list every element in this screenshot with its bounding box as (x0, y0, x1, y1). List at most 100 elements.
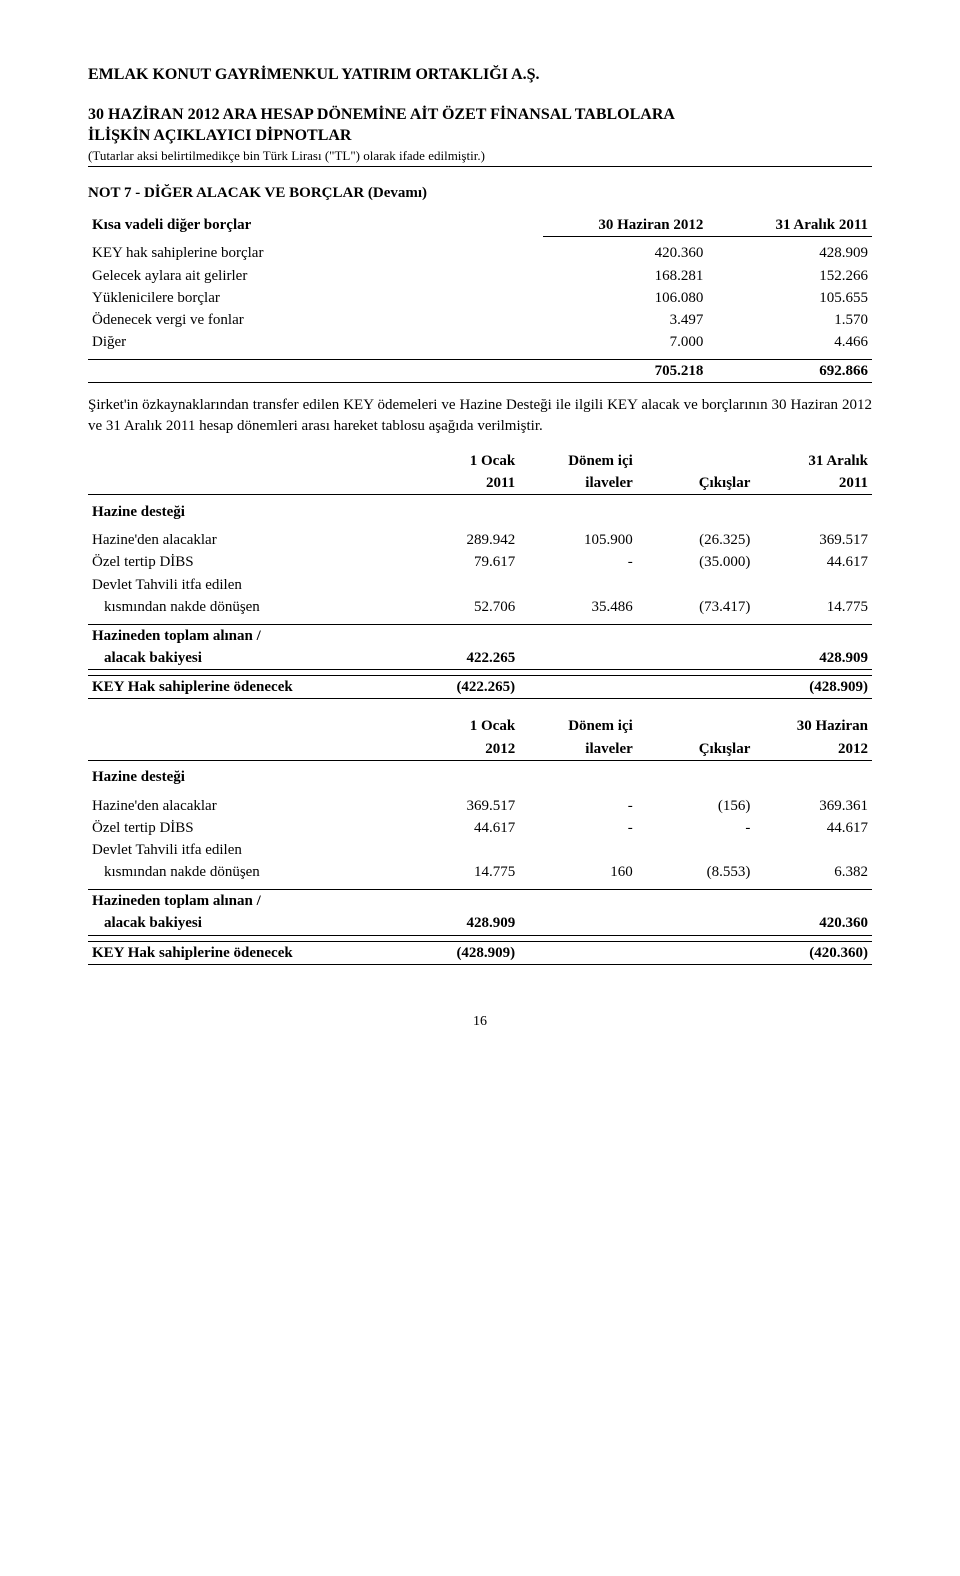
t2-sub-c1: 422.265 (402, 647, 520, 670)
t2-hdr-c3: Çıkışlar (637, 472, 755, 495)
t2-section-label: Hazine desteği (88, 501, 402, 523)
doc-title-line2: İLİŞKİN AÇIKLAYICI DİPNOTLAR (88, 125, 872, 147)
table-row: Hazine'den alacaklar 369.517 - (156) 369… (88, 795, 872, 817)
table-row: Ödenecek vergi ve fonlar 3.497 1.570 (88, 309, 872, 331)
t1-total-c2: 692.866 (707, 360, 872, 383)
t2-r0-label: Hazine'den alacaklar (88, 529, 402, 551)
t1-r2-c1: 106.080 (543, 287, 708, 309)
t1-r2-label: Yüklenicilere borçlar (88, 287, 543, 309)
t2-r1-label: Özel tertip DİBS (88, 551, 402, 573)
t2-r3-label: kısmından nakde dönüşen (88, 596, 402, 618)
t2-final-label: KEY Hak sahiplerine ödenecek (88, 676, 402, 699)
table-movement-2012: 1 Ocak Dönem içi 30 Haziran 2012 ilavele… (88, 715, 872, 965)
t3-subtotal-l2: alacak bakiyesi (88, 912, 402, 935)
t1-col1-header: 30 Haziran 2012 (543, 214, 708, 237)
t3-final-label: KEY Hak sahiplerine ödenecek (88, 941, 402, 964)
t3-r0-c2: - (519, 795, 637, 817)
table-movement-2011: 1 Ocak Dönem içi 31 Aralık 2011 ilaveler… (88, 450, 872, 700)
t3-r1-c2: - (519, 817, 637, 839)
t1-row-label: Kısa vadeli diğer borçlar (88, 214, 543, 237)
t1-r2-c2: 105.655 (707, 287, 872, 309)
page-number: 16 (88, 1013, 872, 1032)
t3-r3-c2: 160 (519, 861, 637, 883)
t3-r1-label: Özel tertip DİBS (88, 817, 402, 839)
t2-r3-c1: 52.706 (402, 596, 520, 618)
t1-r1-label: Gelecek aylara ait gelirler (88, 265, 543, 287)
t1-r1-c2: 152.266 (707, 265, 872, 287)
t3-section-label: Hazine desteği (88, 766, 402, 788)
t3-r3-c1: 14.775 (402, 861, 520, 883)
t1-total-c1: 705.218 (543, 360, 708, 383)
t2-hdr-c2b: ilaveler (519, 472, 637, 495)
note-title: NOT 7 - DİĞER ALACAK VE BORÇLAR (Devamı) (88, 183, 872, 203)
t3-r3-label: kısmından nakde dönüşen (88, 861, 402, 883)
t3-r0-c3: (156) (637, 795, 755, 817)
table-row: Devlet Tahvili itfa edilen (88, 839, 872, 861)
t2-final-c4: (428.909) (754, 676, 872, 699)
t3-r3-c3: (8.553) (637, 861, 755, 883)
table-row: Özel tertip DİBS 44.617 - - 44.617 (88, 817, 872, 839)
t2-hdr-c1b: 2011 (402, 472, 520, 495)
t1-r4-c1: 7.000 (543, 331, 708, 353)
t2-r0-c4: 369.517 (754, 529, 872, 551)
t3-subtotal-l1: Hazineden toplam alınan / (88, 890, 402, 913)
t2-subtotal-l1: Hazineden toplam alınan / (88, 624, 402, 647)
t3-hdr-c4b: 2012 (754, 738, 872, 761)
t2-r0-c3: (26.325) (637, 529, 755, 551)
t3-hdr-c1b: 2012 (402, 738, 520, 761)
t2-hdr-c4a: 31 Aralık (754, 450, 872, 472)
t3-r0-c4: 369.361 (754, 795, 872, 817)
doc-title-line1: 30 HAZİRAN 2012 ARA HESAP DÖNEMİNE AİT Ö… (88, 104, 872, 126)
t2-r1-c1: 79.617 (402, 551, 520, 573)
t3-final-c4: (420.360) (754, 941, 872, 964)
t3-r1-c3: - (637, 817, 755, 839)
t3-final-c1: (428.909) (402, 941, 520, 964)
t3-r0-c1: 369.517 (402, 795, 520, 817)
t3-subtotal-row: Hazineden toplam alınan / (88, 890, 872, 913)
table-row: Diğer 7.000 4.466 (88, 331, 872, 353)
table-row: kısmından nakde dönüşen 52.706 35.486 (7… (88, 596, 872, 618)
t1-r1-c1: 168.281 (543, 265, 708, 287)
t2-hdr-c4b: 2011 (754, 472, 872, 495)
t2-r3-c4: 14.775 (754, 596, 872, 618)
t2-r3-c2: 35.486 (519, 596, 637, 618)
t1-r4-label: Diğer (88, 331, 543, 353)
t2-subtotal-row: Hazineden toplam alınan / (88, 624, 872, 647)
doc-subnote: (Tutarlar aksi belirtilmedikçe bin Türk … (88, 147, 872, 168)
t2-r3-c3: (73.417) (637, 596, 755, 618)
t1-r0-c1: 420.360 (543, 242, 708, 264)
t2-r1-c4: 44.617 (754, 551, 872, 573)
t3-r1-c4: 44.617 (754, 817, 872, 839)
t1-r3-c1: 3.497 (543, 309, 708, 331)
t3-r0-label: Hazine'den alacaklar (88, 795, 402, 817)
table-row: Devlet Tahvili itfa edilen (88, 574, 872, 596)
company-title: EMLAK KONUT GAYRİMENKUL YATIRIM ORTAKLIĞ… (88, 64, 872, 86)
t3-hdr-c1a: 1 Ocak (402, 715, 520, 737)
table-row: KEY hak sahiplerine borçlar 420.360 428.… (88, 242, 872, 264)
t2-final-row: KEY Hak sahiplerine ödenecek (422.265) (… (88, 676, 872, 699)
t1-r0-label: KEY hak sahiplerine borçlar (88, 242, 543, 264)
t2-subtotal-l2: alacak bakiyesi (88, 647, 402, 670)
t2-hdr-c2a: Dönem içi (519, 450, 637, 472)
table-row: Hazine'den alacaklar 289.942 105.900 (26… (88, 529, 872, 551)
t3-final-row: KEY Hak sahiplerine ödenecek (428.909) (… (88, 941, 872, 964)
table-row: Yüklenicilere borçlar 106.080 105.655 (88, 287, 872, 309)
t2-final-c1: (422.265) (402, 676, 520, 699)
t3-r2-label: Devlet Tahvili itfa edilen (88, 839, 402, 861)
table-row: Gelecek aylara ait gelirler 168.281 152.… (88, 265, 872, 287)
t1-r4-c2: 4.466 (707, 331, 872, 353)
t3-subtotal-row2: alacak bakiyesi 428.909 420.360 (88, 912, 872, 935)
table-row: kısmından nakde dönüşen 14.775 160 (8.55… (88, 861, 872, 883)
t2-r1-c3: (35.000) (637, 551, 755, 573)
t3-hdr-c3: Çıkışlar (637, 738, 755, 761)
t1-r0-c2: 428.909 (707, 242, 872, 264)
t2-r0-c2: 105.900 (519, 529, 637, 551)
t3-hdr-c2a: Dönem içi (519, 715, 637, 737)
t3-r3-c4: 6.382 (754, 861, 872, 883)
table-short-term-liabilities: Kısa vadeli diğer borçlar 30 Haziran 201… (88, 214, 872, 384)
table-row: Özel tertip DİBS 79.617 - (35.000) 44.61… (88, 551, 872, 573)
t2-hdr-c1a: 1 Ocak (402, 450, 520, 472)
t3-hdr-c4a: 30 Haziran (754, 715, 872, 737)
t3-sub-c1: 428.909 (402, 912, 520, 935)
t1-col2-header: 31 Aralık 2011 (707, 214, 872, 237)
